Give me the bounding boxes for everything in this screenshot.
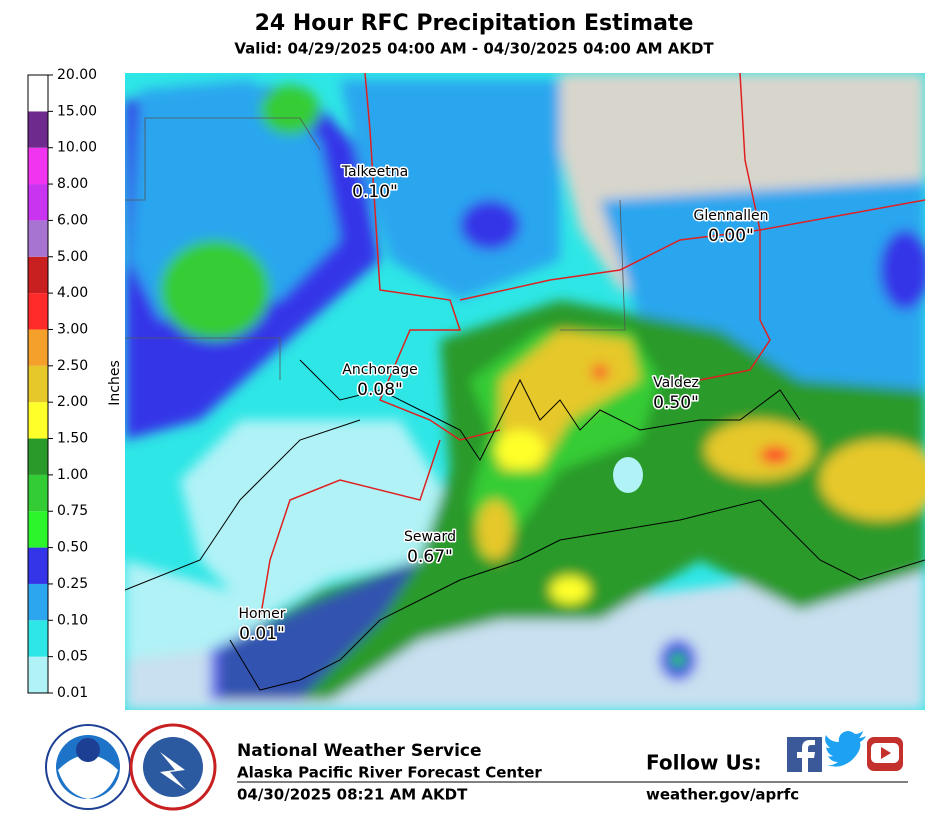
timestamp: 04/30/2025 08:21 AM AKDT [237,786,468,804]
colorbar-swatch [28,256,48,294]
map: Talkeetna 0.10" Glennallen 0.00" Anchorage 0.… [125,73,925,710]
place-amount: 0.50" [653,393,699,413]
colorbar-swatch [28,220,48,257]
colorbar-tick-label: 10.00 [57,140,97,156]
colorbar-tick-label: 4.00 [57,285,88,301]
follow-us: Follow Us: [646,751,762,775]
colorbar-tick-label: 1.00 [57,467,88,483]
colorbar-swatch [28,656,48,693]
colorbar-tick-label: 0.10 [57,612,88,628]
colorbar-tick-label: 0.01 [57,685,88,701]
office: Alaska Pacific River Forecast Center [237,764,542,782]
subtitle: Valid: 04/29/2025 04:00 AM - 04/30/2025 … [234,40,714,58]
colorbar-swatch [28,511,48,548]
colorbar-swatch [28,474,48,512]
place-amount: 0.10" [352,182,398,202]
agency: National Weather Service [237,741,482,761]
place-name: Anchorage [342,362,417,378]
place-name: Glennallen [694,208,769,224]
place-amount: 0.67" [407,547,453,567]
youtube-icon[interactable] [867,737,903,771]
place-name: Talkeetna [341,164,408,180]
colorbar-swatch [28,583,48,621]
colorbar-swatch [28,293,48,330]
colorbar-label: Inches [107,360,123,405]
title: 24 Hour RFC Precipitation Estimate [255,11,694,36]
colorbar-swatch [28,75,48,112]
facebook-icon[interactable] [787,737,822,772]
noaa-logo [45,724,131,810]
colorbar-tick-label: 20.00 [57,67,97,83]
colorbar-tick-label: 3.00 [57,321,88,337]
colorbar-tick-label: 0.05 [57,649,88,665]
place-name: Valdez [653,375,699,391]
colorbar: 0.01 0.05 0.10 0.25 0.50 0.75 1.00 1.50 2.00 2.50… [27,67,97,701]
place-amount: 0.00" [708,226,754,246]
place-name: Seward [404,529,456,545]
places: Talkeetna 0.10" Glennallen 0.00" Anchorage 0.… [237,163,770,646]
colorbar-tick-label: 8.00 [57,176,88,192]
colorbar-tick-label: 0.25 [57,576,88,592]
colorbar-swatch [28,147,48,185]
place-name: Homer [238,606,285,622]
colorbar-tick-label: 15.00 [57,103,97,119]
colorbar-tick-label: 5.00 [57,249,88,265]
colorbar-tick-label: 2.00 [57,394,88,410]
colorbar-swatch [28,329,48,366]
colorbar-swatch [28,365,48,403]
place-amount: 0.01" [239,624,285,644]
twitter-icon[interactable] [825,731,866,767]
place-amount: 0.08" [357,380,403,400]
nws-logo [129,723,217,811]
colorbar-swatch [28,402,48,439]
colorbar-swatch [28,111,48,148]
colorbar-swatch [28,547,48,584]
colorbar-tick-label: 6.00 [57,212,88,228]
colorbar-tick-label: 0.50 [57,540,88,556]
colorbar-swatch [28,184,48,221]
colorbar-tick-label: 1.50 [57,431,88,447]
colorbar-tick-label: 0.75 [57,503,88,519]
colorbar-swatch [28,438,48,475]
colorbar-swatch [28,620,48,657]
url[interactable]: weather.gov/aprfc [646,786,799,804]
colorbar-frame [27,74,49,694]
colorbar-tick-label: 2.50 [57,358,88,374]
